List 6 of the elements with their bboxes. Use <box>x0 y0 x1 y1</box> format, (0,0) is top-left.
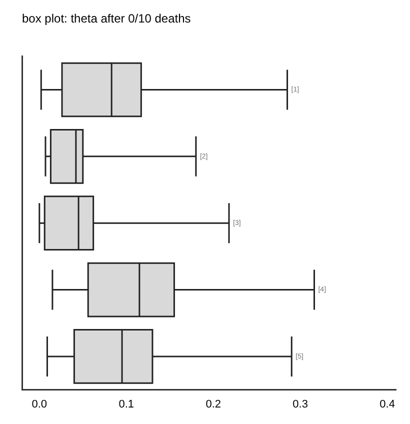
x-tick-label: 0.0 <box>32 398 48 410</box>
x-tick-label: 0.2 <box>206 398 221 410</box>
x-tick-label: 0.3 <box>292 398 308 410</box>
x-tick-label: 0.4 <box>380 398 395 410</box>
x-tick-label: 0.1 <box>118 398 134 410</box>
chart-title: box plot: theta after 0/10 deaths <box>22 12 191 26</box>
